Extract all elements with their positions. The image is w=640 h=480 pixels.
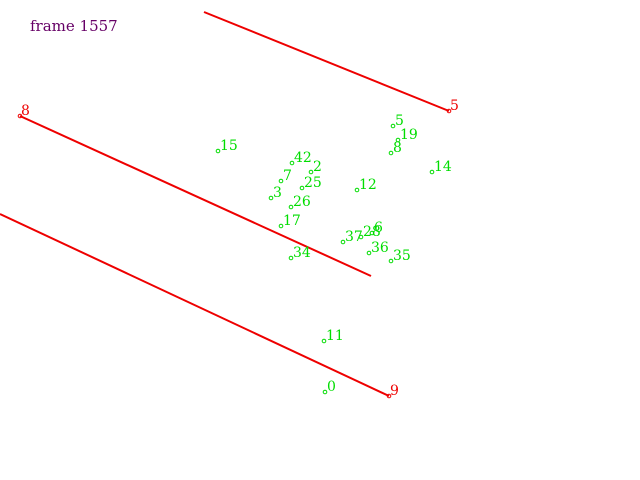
point-label-42: 42 <box>294 150 312 166</box>
point-marker-5 <box>390 123 396 129</box>
point-marker-34 <box>288 255 294 261</box>
point-label-36: 36 <box>371 240 389 256</box>
point-marker-35 <box>388 258 394 264</box>
point-label-5: 5 <box>395 113 404 129</box>
point-marker-3 <box>268 195 274 201</box>
point-label-35: 35 <box>393 248 411 264</box>
point-marker-42 <box>289 160 295 166</box>
line-segment-8 <box>19 115 372 277</box>
point-marker-28 <box>358 234 364 240</box>
point-marker-2 <box>308 169 314 175</box>
point-marker-11 <box>321 338 327 344</box>
point-marker-14 <box>429 169 435 175</box>
point-label-15: 15 <box>220 138 238 154</box>
point-label-37: 37 <box>345 229 363 245</box>
point-marker-17 <box>278 223 284 229</box>
point-label-25: 25 <box>304 175 322 191</box>
point-label-2: 2 <box>313 159 322 175</box>
point-label-19: 19 <box>400 127 418 143</box>
point-marker-15 <box>215 148 221 154</box>
point-label-12: 12 <box>359 177 377 193</box>
point-marker-19 <box>395 137 401 143</box>
point-label-11: 11 <box>326 328 344 344</box>
point-label-26: 26 <box>293 194 311 210</box>
point-label-8: 8 <box>393 140 402 156</box>
point-marker-7 <box>278 178 284 184</box>
segment-label-8: 8 <box>21 103 30 119</box>
point-marker-37 <box>340 239 346 245</box>
segment-label-9: 9 <box>390 383 399 399</box>
line-segment-5 <box>203 11 450 112</box>
point-label-28: 28 <box>363 224 381 240</box>
point-marker-0 <box>322 389 328 395</box>
point-marker-26 <box>288 204 294 210</box>
segment-label-5: 5 <box>450 98 459 114</box>
point-label-17: 17 <box>283 213 301 229</box>
point-label-7: 7 <box>283 168 292 184</box>
segment-endpoint-5 <box>446 108 452 114</box>
point-label-34: 34 <box>293 245 311 261</box>
line-segments: 5 8 9 <box>0 11 459 399</box>
point-marker-8 <box>388 150 394 156</box>
point-marker-12 <box>354 187 360 193</box>
point-marker-36 <box>366 250 372 256</box>
point-marker-6 <box>369 230 375 236</box>
point-marker-25 <box>299 185 305 191</box>
segment-endpoint-8 <box>17 113 23 119</box>
point-label-6: 6 <box>374 220 383 236</box>
line-segment-9 <box>0 213 390 397</box>
frame-title: frame 1557 <box>30 17 118 35</box>
point-label-3: 3 <box>273 185 282 201</box>
point-label-14: 14 <box>434 159 452 175</box>
point-label-0: 0 <box>327 379 336 395</box>
segment-endpoint-9 <box>386 393 392 399</box>
